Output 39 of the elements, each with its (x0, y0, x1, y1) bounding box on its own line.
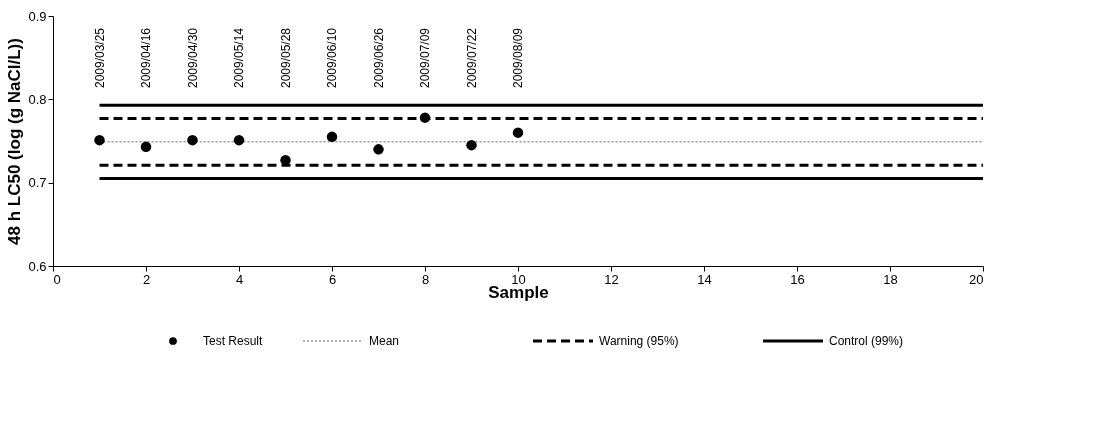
point (94, 134, 105, 146)
annotation: 2009/03/25 (92, 27, 107, 89)
x-tick-label: 2 (142, 271, 151, 287)
x-tick-label: 20 (969, 271, 984, 287)
y-tick-label: 0.8 (28, 91, 47, 107)
y-tick-label: 0.6 (28, 258, 47, 274)
x-tick-label: 6 (328, 271, 337, 287)
annotation: 2009/08/09 (511, 27, 525, 89)
point (187, 134, 198, 146)
x-tick-label: 18 (883, 271, 898, 287)
point (512, 127, 524, 138)
x-tick-label: 10 (511, 271, 526, 287)
point (140, 141, 152, 153)
annotation: 2009/04/30 (185, 27, 200, 89)
x-tick-label: 14 (697, 271, 712, 287)
legend-label: Test Result (203, 334, 264, 348)
point (419, 112, 431, 123)
y-tick-label: 0.7 (28, 175, 47, 191)
x-tick-label: 0 (53, 271, 61, 287)
point (373, 144, 384, 155)
x-tick-label: 4 (235, 271, 244, 287)
point (233, 134, 245, 146)
annotation: 2009/07/22 (464, 27, 479, 89)
x-tick-label: 12 (604, 271, 619, 287)
annotation: 2009/05/14 (232, 27, 246, 89)
point (326, 131, 338, 143)
legend-label: Control (99%) (829, 334, 904, 348)
x-tick-label: 8 (421, 271, 430, 287)
point (466, 139, 477, 151)
annotation: 2009/06/10 (325, 27, 339, 89)
x-tick-label: 16 (790, 271, 805, 287)
annotation: 2009/04/16 (139, 27, 153, 89)
y-axis-title: 48 h LC50 (log (g NaCl/L)) (5, 38, 25, 245)
annotation: 2009/07/09 (418, 27, 432, 89)
legend-label: Mean (369, 334, 400, 348)
annotation: 2009/05/28 (278, 27, 293, 89)
annotation: 2009/06/26 (371, 27, 386, 89)
y-tick-label: 0.9 (28, 8, 47, 24)
legend-label: Warning (95%) (599, 334, 679, 348)
